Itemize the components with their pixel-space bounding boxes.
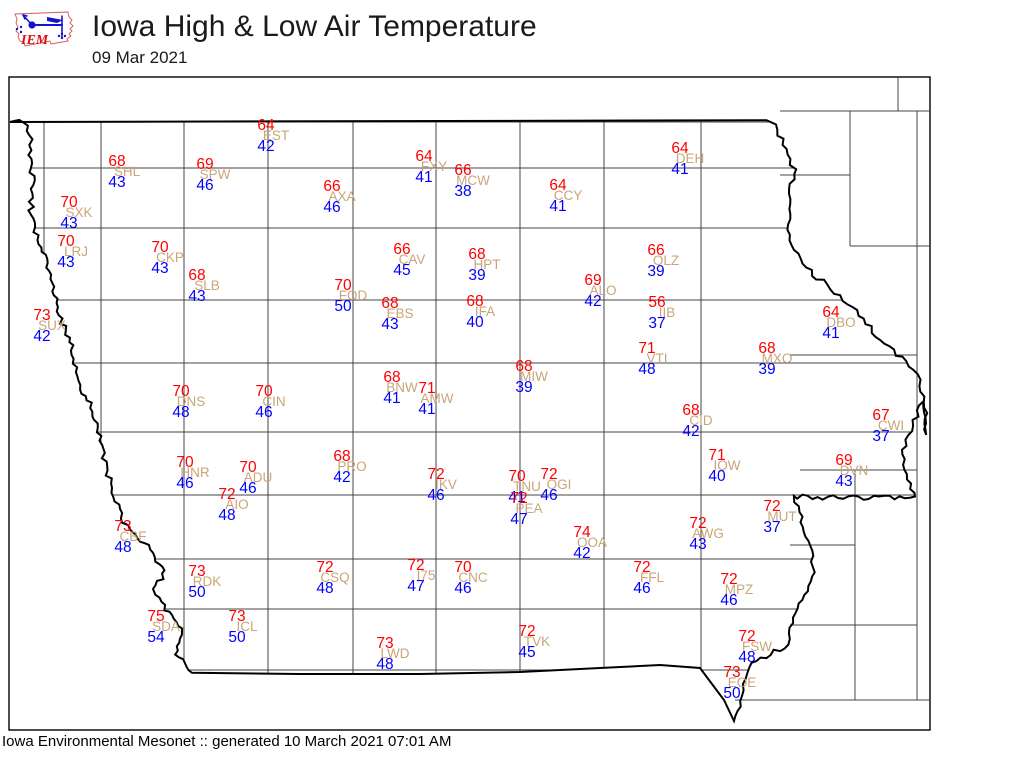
svg-text:42: 42 [33,328,50,345]
svg-text:43: 43 [108,174,125,191]
svg-text:46: 46 [323,199,340,216]
svg-text:50: 50 [723,685,741,702]
svg-text:40: 40 [708,468,726,485]
svg-text:43: 43 [689,536,706,553]
svg-text:46: 46 [633,580,650,597]
svg-text:43: 43 [57,254,74,271]
svg-text:46: 46 [196,177,213,194]
svg-text:41: 41 [671,161,688,178]
svg-text:42: 42 [584,293,601,310]
svg-text:41: 41 [415,169,432,186]
svg-text:46: 46 [255,404,272,421]
svg-text:43: 43 [381,316,398,333]
svg-text:45: 45 [393,262,410,279]
svg-text:37: 37 [648,315,665,332]
svg-text:41: 41 [549,198,566,215]
svg-text:48: 48 [172,404,189,421]
svg-text:37: 37 [763,519,780,536]
svg-text:42: 42 [257,138,274,155]
svg-text:46: 46 [540,487,557,504]
svg-text:39: 39 [468,267,485,284]
svg-text:43: 43 [60,215,77,232]
svg-text:47: 47 [510,511,527,528]
svg-text:46: 46 [454,580,471,597]
svg-text:38: 38 [454,183,471,200]
svg-text:48: 48 [738,649,755,666]
svg-text:47: 47 [407,578,424,595]
svg-text:50: 50 [228,629,246,646]
svg-text:39: 39 [647,263,664,280]
svg-text:43: 43 [835,473,852,490]
svg-text:42: 42 [333,469,350,486]
svg-text:37: 37 [872,428,889,445]
svg-text:42: 42 [573,545,590,562]
svg-text:39: 39 [515,379,532,396]
svg-text:42: 42 [682,423,699,440]
svg-text:48: 48 [114,539,131,556]
svg-text:50: 50 [334,298,352,315]
svg-text:41: 41 [822,325,839,342]
svg-text:46: 46 [176,475,193,492]
svg-text:39: 39 [758,361,775,378]
svg-text:45: 45 [518,644,535,661]
svg-text:43: 43 [151,260,168,277]
svg-text:46: 46 [427,487,444,504]
svg-text:48: 48 [376,656,393,673]
svg-text:48: 48 [638,361,655,378]
svg-text:48: 48 [316,580,333,597]
svg-text:48: 48 [218,507,235,524]
svg-text:40: 40 [466,314,484,331]
svg-text:54: 54 [147,629,165,646]
svg-text:41: 41 [383,390,400,407]
svg-text:43: 43 [188,288,205,305]
svg-text:50: 50 [188,584,206,601]
svg-text:46: 46 [720,592,737,609]
svg-text:41: 41 [418,401,435,418]
svg-text:46: 46 [239,480,256,497]
